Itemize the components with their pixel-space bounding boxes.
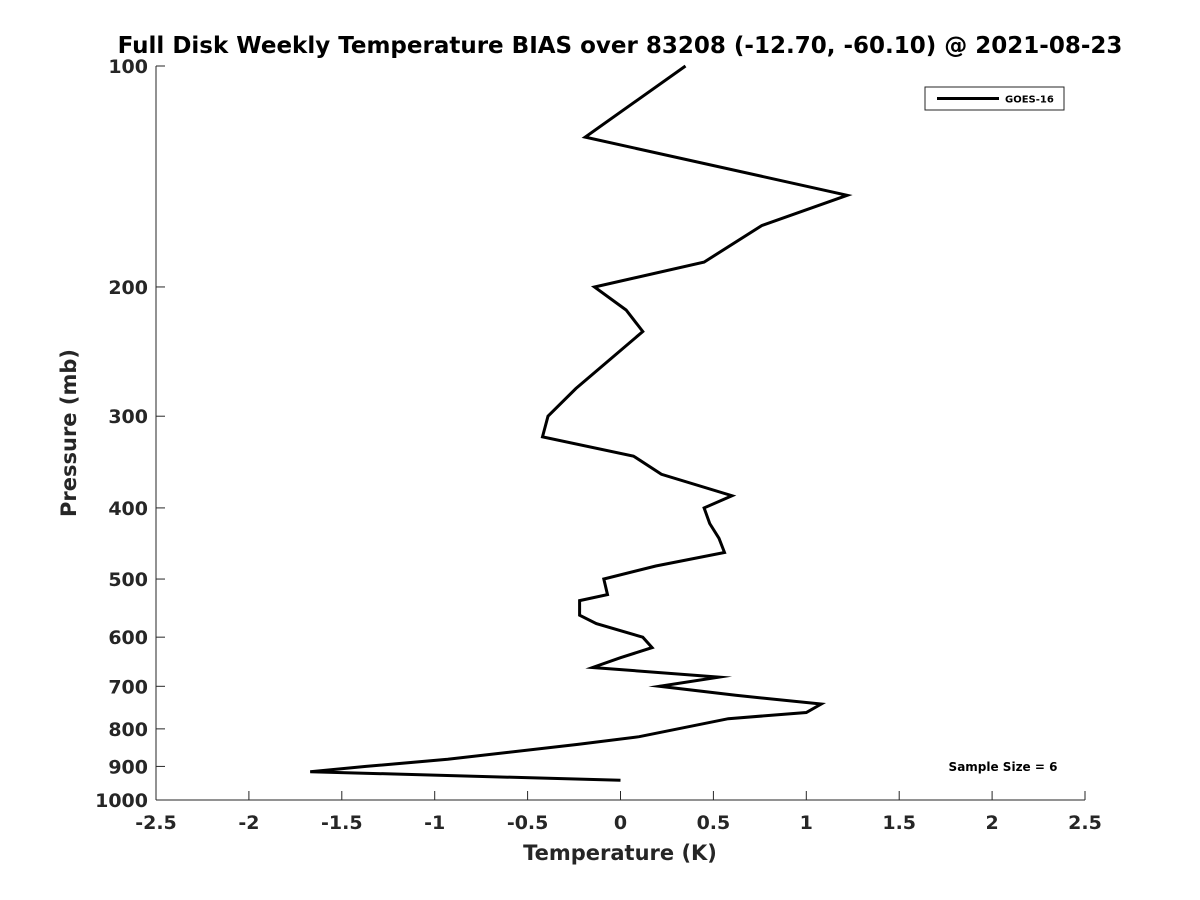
plot-area: -2.5 -2 -1.5 -1 -0.5 0 0.5 1 1.5 2 2.5 100 200 300 400… <box>95 56 1102 834</box>
legend: GOES-16 <box>924 86 1065 111</box>
x-tick-label: 1.5 <box>882 812 916 834</box>
x-tick-label: 0 <box>614 812 627 834</box>
y-tick-label: 400 <box>108 498 148 520</box>
x-tick-label: -1.5 <box>321 812 363 834</box>
x-tick-label: -1 <box>424 812 445 834</box>
y-tick-label: 600 <box>108 627 148 649</box>
x-tick-label: 2.5 <box>1068 812 1102 834</box>
sample-size-annotation: Sample Size = 6 <box>949 760 1058 774</box>
x-tick-label: -0.5 <box>507 812 549 834</box>
y-tick-label: 900 <box>108 756 148 778</box>
y-tick-label: 700 <box>108 676 148 698</box>
y-tick-label: 100 <box>108 56 148 78</box>
chart-title: Full Disk Weekly Temperature BIAS over 8… <box>118 33 1123 59</box>
x-tick-label: 2 <box>985 812 998 834</box>
y-tick-label: 800 <box>108 719 148 741</box>
x-tick-label: 0.5 <box>697 812 731 834</box>
y-tick-label: 1000 <box>95 790 148 812</box>
y-axis-label: Pressure (mb) <box>57 349 81 517</box>
x-tick-label: -2 <box>238 812 259 834</box>
series-line-goes-16 <box>310 64 853 782</box>
x-tick-label: -2.5 <box>135 812 177 834</box>
y-tick-label: 300 <box>108 406 148 428</box>
y-tick-label: 200 <box>108 277 148 299</box>
x-axis-label: Temperature (K) <box>523 841 717 865</box>
y-tick-label: 500 <box>108 569 148 591</box>
x-tick-label: 1 <box>800 812 813 834</box>
legend-label: GOES-16 <box>1005 95 1054 106</box>
